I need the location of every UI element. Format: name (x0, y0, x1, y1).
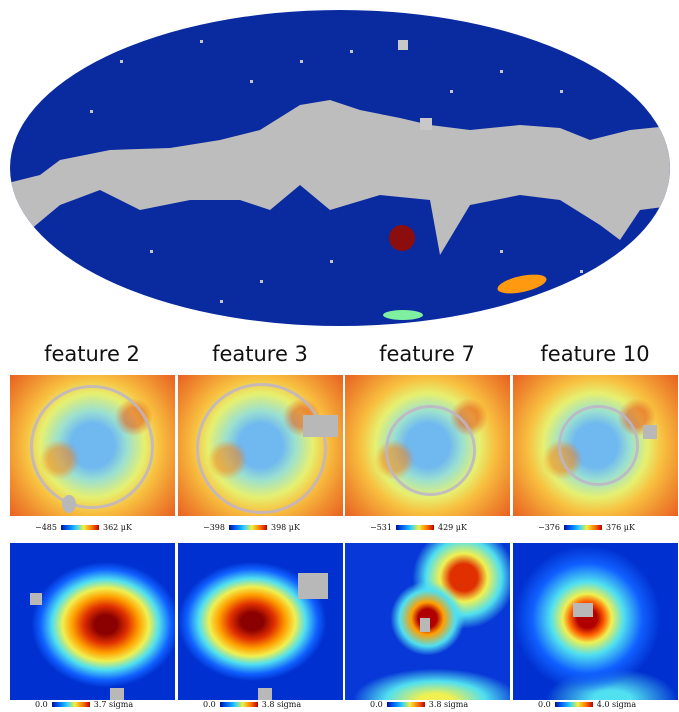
point-source-mask (90, 40, 583, 303)
full-sky-mollweide-map (10, 10, 670, 326)
significance-colorbar: 0.0 3.8 sigma (370, 700, 469, 709)
significance-colorbar: 0.0 3.8 sigma (203, 700, 302, 709)
significance-map-feature-7 (345, 543, 510, 700)
temperature-colorbar: −531 429 μK (370, 523, 467, 532)
panel-title: feature 10 (540, 342, 650, 366)
significance-colorbar: 0.0 4.0 sigma (538, 700, 637, 709)
temperature-map-feature-3 (178, 375, 343, 516)
panel-title: feature 3 (212, 342, 308, 366)
panel-title: feature 7 (379, 342, 475, 366)
galactic-mask (10, 100, 670, 255)
panel-title: feature 2 (44, 342, 140, 366)
temperature-colorbar: −485 362 μK (35, 523, 132, 532)
feature-spot-green (383, 310, 423, 320)
significance-map-feature-3 (178, 543, 343, 700)
temperature-map-feature-10 (513, 375, 678, 516)
feature-spot-red (389, 225, 415, 251)
temperature-colorbar: −376 376 μK (538, 523, 635, 532)
temperature-map-feature-7 (345, 375, 510, 516)
feature-spot-orange (497, 274, 547, 294)
significance-map-feature-10 (513, 543, 678, 700)
significance-map-feature-2 (10, 543, 175, 700)
temperature-map-feature-2 (10, 375, 175, 516)
temperature-colorbar: −398 398 μK (203, 523, 300, 532)
significance-colorbar: 0.0 3.7 sigma (35, 700, 134, 709)
